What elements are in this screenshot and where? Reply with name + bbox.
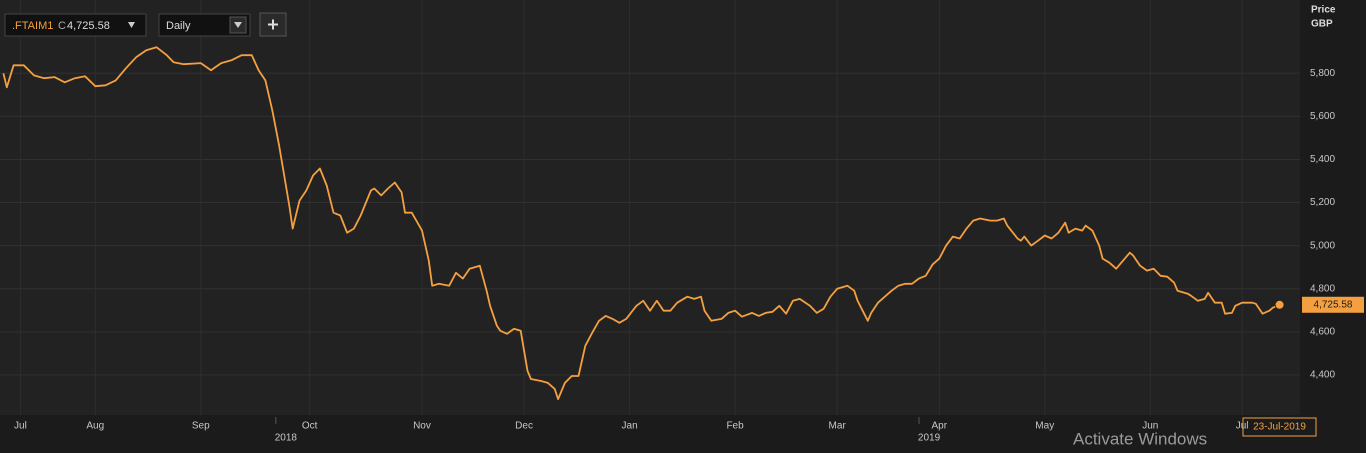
x-tick-label: Jan <box>622 421 638 432</box>
close-value: 4,725.58 <box>67 20 110 32</box>
watermark: Activate Windows <box>1073 429 1207 448</box>
y-tick-label: 5,000 <box>1310 240 1335 251</box>
x-tick-label: Jul <box>14 421 27 432</box>
x-year-label: 2019 <box>918 433 941 444</box>
x-tick-label: Nov <box>413 421 431 432</box>
last-point <box>1274 299 1285 310</box>
symbol-box[interactable] <box>4 13 147 37</box>
x-tick-label: Aug <box>86 421 104 432</box>
y-tick-label: 5,400 <box>1310 154 1335 165</box>
y-axis-unit: GBP <box>1311 19 1333 30</box>
last-price-badge <box>1302 296 1364 313</box>
price-line <box>2 46 1280 400</box>
y-tick-label: 5,800 <box>1310 68 1335 79</box>
x-axis-strip <box>0 415 1366 448</box>
interval-box[interactable] <box>158 13 251 37</box>
x-tick-label: Feb <box>726 421 744 432</box>
y-tick-label: 5,600 <box>1310 111 1335 122</box>
close-prefix: C <box>58 20 66 32</box>
dropdown-arrow <box>234 22 242 28</box>
x-tick-label: Jul <box>1236 421 1249 432</box>
x-tick-label: May <box>1035 421 1054 432</box>
plot-area <box>0 0 1300 415</box>
symbol: .FTAIM1 <box>12 20 53 32</box>
y-axis-strip <box>1300 0 1366 415</box>
interval: Daily <box>166 20 191 32</box>
y-tick-label: 4,600 <box>1310 326 1335 337</box>
y-axis-title: Price <box>1311 5 1336 16</box>
x-tick-label: Jun <box>1142 421 1158 432</box>
crosshair-date-box <box>1242 417 1317 437</box>
y-tick-label: 4,800 <box>1310 283 1335 294</box>
x-year-label: 2018 <box>275 433 298 444</box>
marks <box>2 46 1285 400</box>
x-tick-label: Oct <box>302 421 318 432</box>
x-tick-label: Dec <box>515 421 533 432</box>
add-icon <box>268 19 278 30</box>
x-tick-label: Apr <box>931 421 947 432</box>
grid <box>0 0 1300 415</box>
crosshair-date: 23-Jul-2019 <box>1253 422 1306 433</box>
y-tick-label: 4,400 <box>1310 370 1335 381</box>
last-price-label: 4,725.58 <box>1314 299 1353 310</box>
x-tick-label: Mar <box>829 421 847 432</box>
y-tick-label: 5,200 <box>1310 197 1335 208</box>
dropdown-arrow[interactable] <box>128 22 135 28</box>
x-tick-label: Sep <box>192 421 210 432</box>
